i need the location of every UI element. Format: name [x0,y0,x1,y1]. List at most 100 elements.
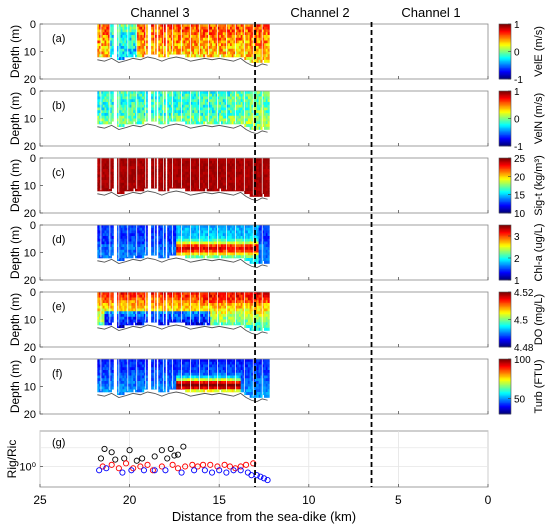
heatmap-cell [199,104,202,108]
heatmap-cell [247,93,250,97]
heatmap-cell [208,174,211,178]
heatmap-cell [238,182,241,186]
heatmap-cell [267,43,270,47]
heatmap-cell [117,225,120,229]
heatmap-cell [204,174,207,178]
heatmap-cell [229,48,233,52]
heatmap-cell [142,247,145,251]
heatmap-cell [251,104,254,108]
heatmap-cell [176,113,179,117]
heatmap-cell [235,46,238,50]
heatmap-cell [97,99,100,103]
heatmap-cell [267,91,270,95]
heatmap-cell [140,43,143,47]
heatmap-cell [229,163,233,167]
heatmap-cell [108,37,111,41]
heatmap-cell [217,247,220,251]
heatmap-cell [260,32,263,36]
heatmap-cell [255,174,258,178]
heatmap-cell [104,294,107,298]
heatmap-cell [179,249,182,253]
heatmap-cell [226,113,229,117]
heatmap-cell [124,37,127,41]
heatmap-cell [253,241,256,245]
heatmap-cell [172,118,175,122]
heatmap-cell [203,255,206,259]
heatmap-cell [169,51,172,55]
heatmap-cell [226,171,229,175]
heatmap-cell [220,247,224,251]
heatmap-cell [256,43,259,47]
heatmap-cell [172,35,175,39]
bottom-depth-line [97,123,268,135]
heatmap-cell [97,252,100,256]
heatmap-cell [265,107,268,111]
heatmap-cell [256,255,259,259]
heatmap-cell [167,107,170,111]
heatmap-cell [258,96,261,100]
heatmap-cell [195,46,198,50]
heatmap-cell [109,252,112,256]
heatmap-cell [256,193,259,197]
colorbar-segment [499,206,511,208]
colorbar-segment [499,189,511,192]
colorbar-segment [499,65,511,68]
heatmap-cell [226,166,229,170]
heatmap-cell [249,121,252,125]
heatmap-cell [222,110,225,114]
heatmap-cell [134,308,138,312]
heatmap-cell [152,40,155,44]
heatmap-cell [143,46,147,50]
heatmap-cell [194,40,197,44]
y-tick-label: 0 [30,153,36,165]
heatmap-cell [247,238,250,242]
heatmap-cell [108,182,111,186]
heatmap-cell [109,182,112,186]
heatmap-cell [228,249,231,253]
heatmap-cell [126,241,129,245]
heatmap-cell [194,29,197,33]
heatmap-cell [213,182,216,186]
heatmap-cell [158,255,161,259]
heatmap-cell [183,102,186,106]
heatmap-cell [134,297,138,301]
heatmap-cell [246,102,249,106]
heatmap-cell [109,91,112,95]
heatmap-cell [134,121,138,125]
heatmap-cell [215,188,218,192]
heatmap-cell [126,35,129,39]
heatmap-cell [170,29,173,33]
heatmap-cell [203,158,206,162]
heatmap-cell [264,32,267,36]
colorbar-label: Sig-t (kg/m³) [533,155,545,216]
heatmap-cell [210,160,213,164]
heatmap-cell [161,24,164,28]
heatmap-cell [154,236,157,240]
heatmap-cell [177,48,181,52]
heatmap-cell [176,182,179,186]
heatmap-cell [194,247,197,251]
heatmap-cell [154,241,157,245]
heatmap-cell [208,115,211,119]
heatmap-cell [265,96,268,100]
colorbar-segment [499,275,511,278]
heatmap-cell [188,46,191,50]
heatmap-cell [194,93,197,97]
heatmap-cell [120,185,123,189]
heatmap-cell [192,160,195,164]
colorbar-segment [499,140,511,143]
heatmap-cell [120,171,123,175]
heatmap-cell [138,294,141,298]
heatmap-cell [265,163,268,167]
heatmap-cell [256,35,259,39]
heatmap-cell [264,46,267,50]
colorbar-segment [499,174,511,177]
heatmap-cell [169,29,172,33]
heatmap-cell [247,107,250,111]
heatmap-cell [256,163,259,167]
heatmap-cell [201,104,204,108]
heatmap-cell [145,26,148,30]
heatmap-cell [124,314,127,318]
bottom-depth-line [97,56,268,68]
heatmap-cell [181,247,184,251]
